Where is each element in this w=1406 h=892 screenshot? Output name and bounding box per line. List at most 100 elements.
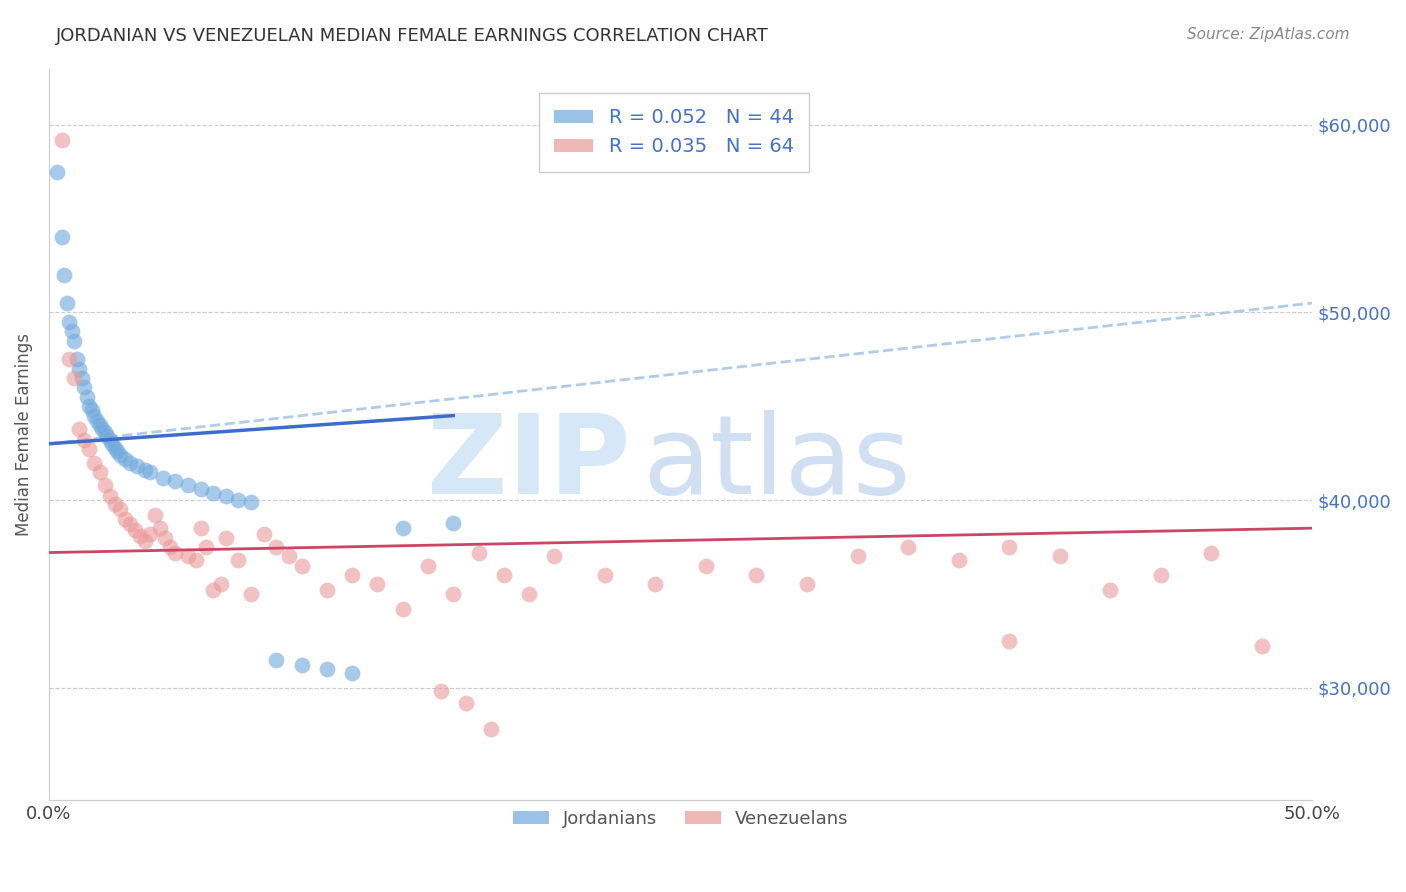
- Point: [67, 422, 90, 436]
- Point: [184, 553, 207, 567]
- Point: [429, 684, 451, 698]
- Point: [165, 475, 187, 489]
- Point: [66, 352, 89, 367]
- Point: [129, 529, 152, 543]
- Point: [998, 633, 1021, 648]
- Point: [55, 296, 77, 310]
- Point: [159, 540, 181, 554]
- Point: [291, 558, 314, 573]
- Point: [51, 230, 73, 244]
- Point: [441, 587, 464, 601]
- Point: [340, 665, 363, 680]
- Point: [93, 425, 115, 440]
- Point: [53, 268, 76, 282]
- Point: [366, 577, 388, 591]
- Point: [155, 531, 177, 545]
- Point: [152, 470, 174, 484]
- Point: [79, 399, 101, 413]
- Point: [454, 696, 477, 710]
- Point: [190, 521, 212, 535]
- Point: [593, 568, 616, 582]
- Point: [149, 521, 172, 535]
- Point: [517, 587, 540, 601]
- Point: [60, 324, 83, 338]
- Point: [124, 523, 146, 537]
- Point: [796, 577, 818, 591]
- Point: [165, 545, 187, 559]
- Point: [63, 334, 86, 348]
- Point: [194, 540, 217, 554]
- Point: [104, 497, 127, 511]
- Point: [83, 409, 105, 423]
- Point: [745, 568, 768, 582]
- Point: [80, 403, 103, 417]
- Point: [127, 459, 149, 474]
- Point: [266, 540, 288, 554]
- Point: [101, 436, 124, 450]
- Point: [73, 380, 96, 394]
- Text: ZIP: ZIP: [427, 410, 630, 517]
- Point: [1201, 545, 1223, 559]
- Point: [492, 568, 515, 582]
- Point: [228, 553, 250, 567]
- Point: [73, 433, 96, 447]
- Point: [134, 534, 156, 549]
- Point: [83, 456, 105, 470]
- Point: [139, 465, 162, 479]
- Point: [202, 485, 225, 500]
- Point: [45, 164, 67, 178]
- Point: [86, 414, 108, 428]
- Point: [240, 587, 263, 601]
- Point: [644, 577, 666, 591]
- Point: [105, 444, 128, 458]
- Point: [479, 722, 502, 736]
- Point: [114, 512, 136, 526]
- Point: [91, 422, 114, 436]
- Text: atlas: atlas: [643, 410, 911, 517]
- Point: [58, 315, 80, 329]
- Point: [202, 583, 225, 598]
- Point: [695, 558, 717, 573]
- Point: [98, 433, 121, 447]
- Point: [1099, 583, 1122, 598]
- Point: [190, 482, 212, 496]
- Point: [340, 568, 363, 582]
- Point: [998, 540, 1021, 554]
- Text: JORDANIAN VS VENEZUELAN MEDIAN FEMALE EARNINGS CORRELATION CHART: JORDANIAN VS VENEZUELAN MEDIAN FEMALE EA…: [56, 27, 769, 45]
- Point: [93, 478, 115, 492]
- Point: [70, 371, 93, 385]
- Point: [897, 540, 920, 554]
- Point: [209, 577, 232, 591]
- Point: [96, 429, 118, 443]
- Point: [118, 456, 141, 470]
- Point: [316, 583, 339, 598]
- Point: [441, 516, 464, 530]
- Point: [215, 531, 238, 545]
- Point: [278, 549, 301, 564]
- Point: [291, 658, 314, 673]
- Point: [104, 441, 127, 455]
- Point: [118, 517, 141, 532]
- Point: [391, 521, 413, 535]
- Point: [416, 558, 439, 573]
- Point: [215, 489, 238, 503]
- Point: [316, 662, 339, 676]
- Point: [1150, 568, 1173, 582]
- Point: [89, 465, 111, 479]
- Point: [1250, 640, 1272, 654]
- Point: [108, 448, 131, 462]
- Point: [543, 549, 565, 564]
- Legend: Jordanians, Venezuelans: Jordanians, Venezuelans: [506, 803, 856, 835]
- Point: [846, 549, 869, 564]
- Point: [76, 390, 98, 404]
- Point: [253, 526, 276, 541]
- Point: [139, 526, 162, 541]
- Point: [240, 495, 263, 509]
- Point: [948, 553, 970, 567]
- Point: [58, 352, 80, 367]
- Text: Source: ZipAtlas.com: Source: ZipAtlas.com: [1187, 27, 1350, 42]
- Y-axis label: Median Female Earnings: Median Female Earnings: [15, 333, 32, 536]
- Point: [467, 545, 489, 559]
- Point: [89, 417, 111, 432]
- Point: [177, 478, 200, 492]
